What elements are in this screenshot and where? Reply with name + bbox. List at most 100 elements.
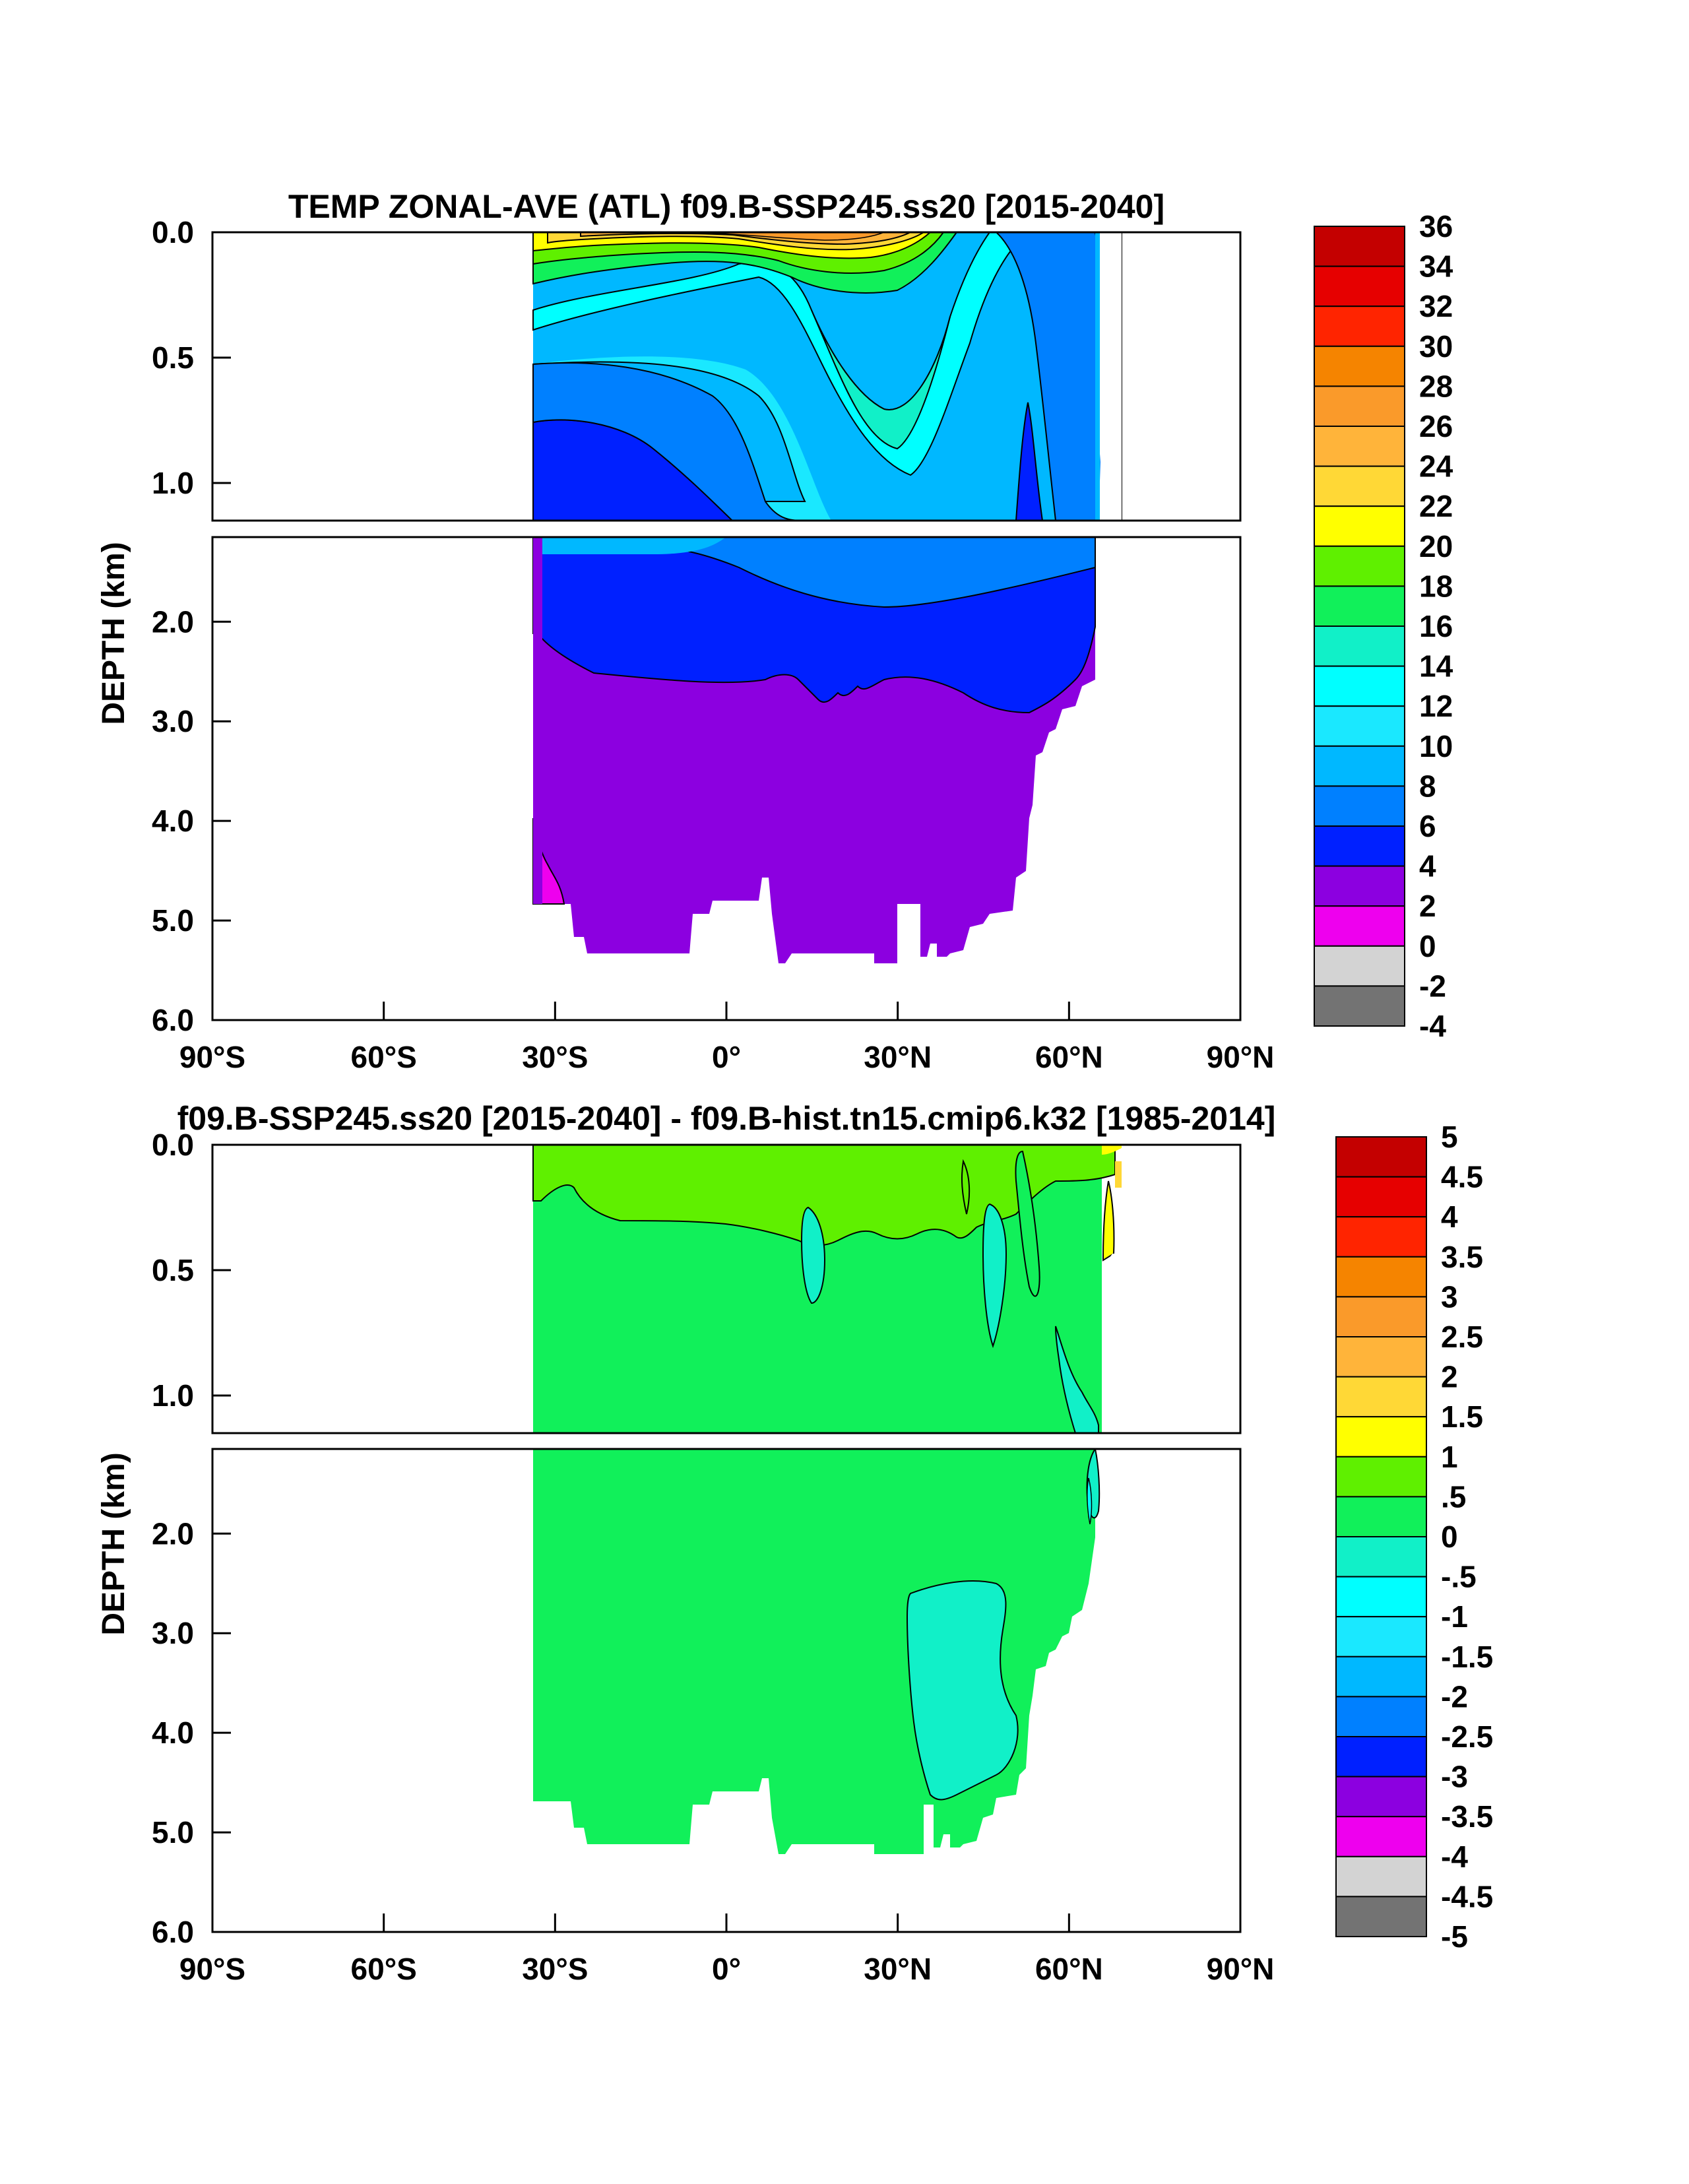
- colorbar-label: 3.5: [1441, 1240, 1483, 1274]
- y-tick-label: 6.0: [152, 1915, 194, 1949]
- colorbar-label: 4: [1441, 1200, 1458, 1234]
- plot-2-title: f09.B-SSP245.ss20 [2015-2040] - f09.B-hi…: [177, 1100, 1276, 1137]
- plot-1-title: TEMP ZONAL-AVE (ATL) f09.B-SSP245.ss20 […: [288, 188, 1164, 225]
- y-tick-label: 1.0: [152, 466, 194, 500]
- colorbar-swatch: [1335, 1696, 1427, 1737]
- colorbar-swatch: [1314, 265, 1405, 307]
- plot-2-upper-frame: [211, 1143, 1242, 1434]
- x-tick-label: 60°N: [1035, 1040, 1103, 1074]
- colorbar-swatch: [1314, 705, 1405, 747]
- plot-2-upper-field: [532, 1145, 1240, 1433]
- colorbar-label: -1: [1441, 1599, 1468, 1634]
- colorbar-label: 10: [1419, 729, 1453, 763]
- y-tick-label: 0.5: [152, 1253, 194, 1287]
- colorbar-label: -2: [1419, 969, 1446, 1003]
- colorbar-swatch: [1335, 1776, 1427, 1818]
- colorbar-label: 22: [1419, 489, 1453, 523]
- y-tick-label: 5.0: [152, 903, 194, 938]
- plot-1-axes: 0.0 0.5 1.0 2.0 3.0 4.0 5.0 6.090°S 60°S 30°S 0° 30…: [152, 215, 1274, 1074]
- y-tick-label: 2.0: [152, 1516, 194, 1551]
- colorbar-swatch: [1335, 1736, 1427, 1778]
- x-tick-label: 60°S: [351, 1952, 417, 1986]
- colorbar-swatch: [1314, 745, 1405, 787]
- plot-2-lower-field: [533, 1449, 1100, 1854]
- colorbar-swatch: [1335, 1336, 1427, 1378]
- colorbar-label: -3.5: [1441, 1799, 1493, 1834]
- colorbar-swatch: [1314, 945, 1405, 987]
- colorbar-swatch: [1335, 1576, 1427, 1618]
- colorbar-label: 2: [1441, 1360, 1458, 1394]
- colorbar-swatch: [1335, 1616, 1427, 1657]
- colorbar-label: 8: [1419, 769, 1436, 803]
- colorbar-label: 3: [1441, 1279, 1458, 1314]
- colorbar-label: -1.5: [1441, 1640, 1493, 1674]
- colorbar-label: 6: [1419, 809, 1436, 843]
- plot-2-ylabel: DEPTH (km): [96, 1452, 131, 1635]
- colorbar-label: 4: [1419, 849, 1436, 883]
- colorbar-swatch: [1335, 1416, 1427, 1458]
- plot-1-upper-field: [532, 232, 1122, 521]
- colorbar-swatch: [1314, 545, 1405, 587]
- colorbar-swatch: [1314, 626, 1405, 667]
- colorbar-swatch: [1335, 1456, 1427, 1498]
- colorbar-swatch: [1335, 1296, 1427, 1338]
- colorbar-label: 1: [1441, 1440, 1458, 1474]
- colorbar-swatch: [1314, 585, 1405, 627]
- x-tick-label: 90°S: [179, 1952, 245, 1986]
- colorbar-swatch: [1335, 1136, 1427, 1178]
- colorbar-label: -.5: [1441, 1560, 1477, 1594]
- colorbar-label: -4.5: [1441, 1879, 1493, 1913]
- colorbar-swatch: [1314, 665, 1405, 707]
- y-tick-label: 6.0: [152, 1003, 194, 1037]
- colorbar-label: -2: [1441, 1679, 1468, 1714]
- colorbar-swatch: [1314, 825, 1405, 867]
- plot-2: f09.B-SSP245.ss20 [2015-2040] - f09.B-hi…: [96, 1100, 1493, 1986]
- colorbar-swatch: [1335, 1816, 1427, 1857]
- colorbar-swatch: [1335, 1855, 1427, 1898]
- colorbar-swatch: [1314, 785, 1405, 827]
- colorbar-label: 4.5: [1441, 1160, 1483, 1194]
- colorbar-swatch: [1335, 1216, 1427, 1258]
- colorbar-swatch: [1335, 1496, 1427, 1537]
- x-tick-label: 30°N: [864, 1952, 932, 1986]
- colorbar-swatch: [1314, 426, 1405, 467]
- y-tick-label: 4.0: [152, 804, 194, 838]
- plot-1: TEMP ZONAL-AVE (ATL) f09.B-SSP245.ss20 […: [96, 188, 1453, 1074]
- x-tick-label: 0°: [712, 1040, 741, 1074]
- colorbar-swatch: [1335, 1536, 1427, 1578]
- colorbar-label: 2: [1419, 889, 1436, 923]
- colorbar-label: 0: [1441, 1520, 1458, 1554]
- colorbar-swatch: [1314, 305, 1405, 347]
- colorbar-label: 26: [1419, 409, 1453, 443]
- colorbar-swatch: [1314, 505, 1405, 547]
- colorbar-swatch: [1314, 345, 1405, 387]
- y-tick-label: 1.0: [152, 1378, 194, 1413]
- plot-2-axes: 0.0 0.5 1.0 2.0 3.0 4.0 5.0 6.090°S 60°S 30°S 0° 30…: [152, 1128, 1274, 1986]
- colorbar-label: 34: [1419, 249, 1453, 284]
- x-tick-label: 30°S: [522, 1952, 588, 1986]
- colorbar-swatch: [1335, 1655, 1427, 1698]
- y-tick-label: 3.0: [152, 1616, 194, 1650]
- colorbar-label: 12: [1419, 689, 1453, 723]
- colorbar-label: 32: [1419, 289, 1453, 323]
- y-tick-label: 0.5: [152, 340, 194, 375]
- plot-2-colorbar: 54.543.532.521.51.50-.5-1-1.5-2-2.5-3-3.…: [1335, 1120, 1493, 1954]
- colorbar-swatch: [1314, 465, 1405, 507]
- colorbar-label: 2.5: [1441, 1320, 1483, 1354]
- colorbar-swatch: [1314, 985, 1405, 1027]
- x-tick-label: 90°N: [1207, 1040, 1275, 1074]
- colorbar-label: .5: [1441, 1479, 1466, 1514]
- x-tick-label: 90°S: [179, 1040, 245, 1074]
- x-tick-label: 30°S: [522, 1040, 588, 1074]
- colorbar-swatch: [1335, 1376, 1427, 1418]
- colorbar-label: 14: [1419, 649, 1453, 684]
- plot-1-ylabel: DEPTH (km): [96, 542, 131, 724]
- y-tick-label: 0.0: [152, 1128, 194, 1162]
- x-tick-label: 30°N: [864, 1040, 932, 1074]
- colorbar-swatch: [1314, 905, 1405, 947]
- x-tick-label: 0°: [712, 1952, 741, 1986]
- y-tick-label: 5.0: [152, 1815, 194, 1849]
- y-tick-label: 3.0: [152, 704, 194, 738]
